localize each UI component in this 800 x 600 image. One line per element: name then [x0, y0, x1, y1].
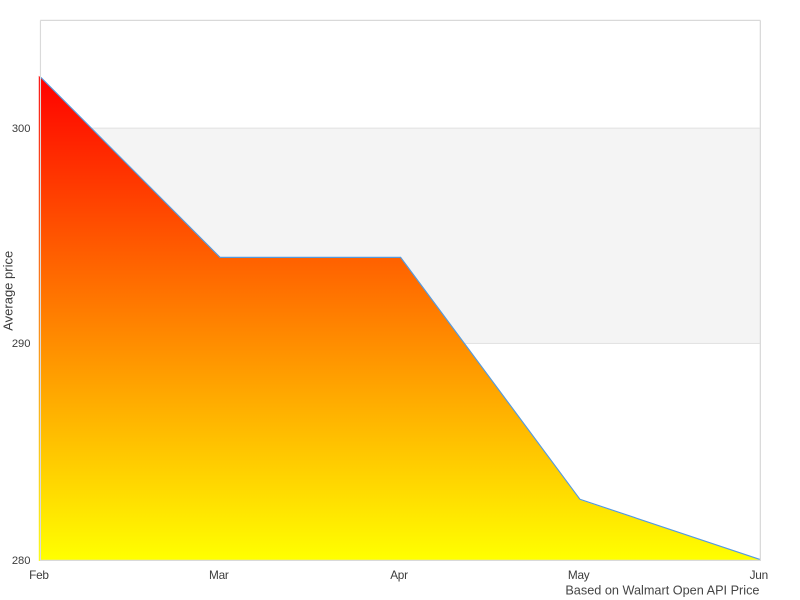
svg-text:Feb: Feb [29, 568, 49, 582]
svg-text:Mar: Mar [209, 568, 229, 582]
svg-text:280: 280 [12, 555, 31, 567]
svg-text:May: May [568, 568, 590, 582]
svg-text:290: 290 [12, 338, 31, 350]
svg-text:Apr: Apr [390, 568, 408, 582]
svg-text:Jun: Jun [750, 568, 768, 582]
svg-text:Based on Walmart Open API Pric: Based on Walmart Open API Price [565, 584, 759, 598]
svg-text:Average price: Average price [1, 251, 16, 331]
svg-text:300: 300 [12, 123, 31, 135]
